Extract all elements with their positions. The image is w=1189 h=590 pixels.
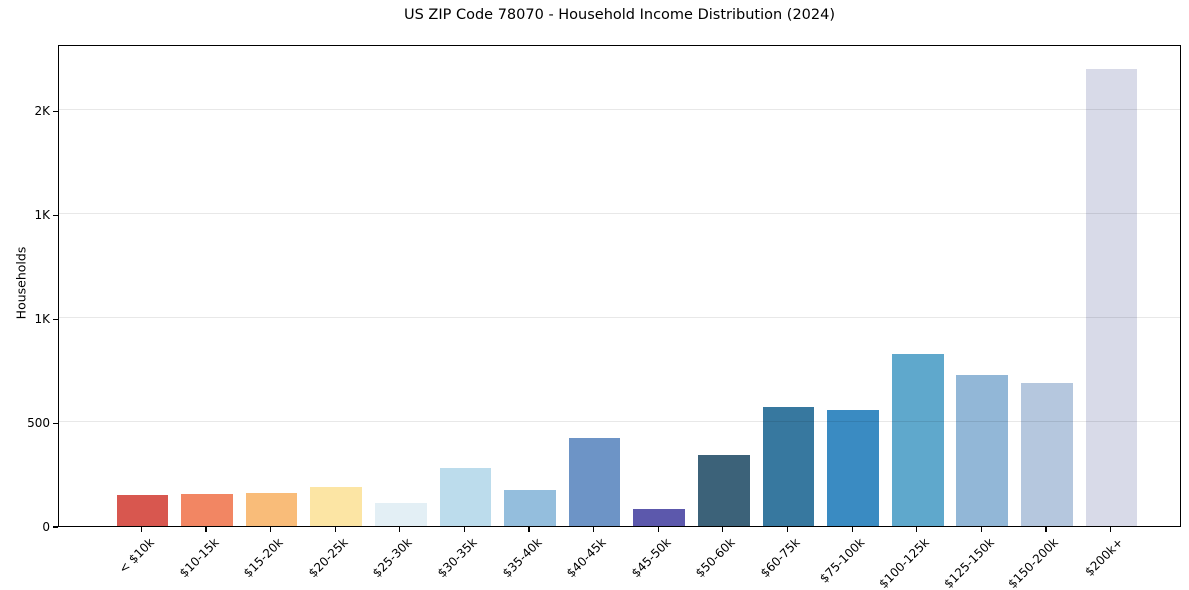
- x-tick-label: $200k+: [1082, 535, 1126, 579]
- y-tick-mark: [53, 318, 58, 320]
- bar-$20-25k: [310, 486, 363, 526]
- x-tick-label: $25-30k: [370, 535, 416, 581]
- chart-title: US ZIP Code 78070 - Household Income Dis…: [403, 7, 836, 23]
- x-tick-mark: [528, 527, 530, 532]
- x-tick-mark: [786, 527, 789, 532]
- bar-$35-40k: [504, 489, 556, 526]
- x-tick-mark: [1109, 527, 1112, 532]
- x-tick-label: $15-20k: [240, 535, 286, 581]
- x-tick-label: $40-45k: [563, 535, 609, 581]
- bar-$60-75k: [762, 406, 815, 526]
- x-tick-mark: [657, 527, 659, 532]
- x-tick-mark: [722, 527, 724, 532]
- x-tick-label: $20-25k: [305, 535, 351, 581]
- x-tick-mark: [334, 527, 336, 532]
- x-tick-mark: [593, 527, 595, 532]
- x-tick-label: $35-40k: [499, 535, 545, 581]
- bar-$30-35k: [439, 467, 492, 526]
- gridline: [59, 213, 1180, 215]
- bar-$45-50k: [633, 509, 686, 526]
- bar-$200k+: [1085, 68, 1138, 526]
- y-tick-mark: [53, 214, 58, 216]
- y-tick-mark: [53, 422, 58, 424]
- x-tick-mark: [205, 527, 207, 532]
- x-tick-mark: [980, 527, 982, 532]
- x-tick-mark: [463, 527, 465, 532]
- bar-< $10k: [116, 494, 169, 526]
- gridline: [59, 421, 1180, 423]
- y-axis-label: Households: [13, 246, 29, 320]
- y-tick-label: 1K: [34, 208, 50, 223]
- x-tick-mark: [269, 527, 272, 532]
- y-tick-label: 2K: [34, 104, 50, 119]
- y-tick-mark: [53, 110, 58, 113]
- bar-$40-45k: [568, 437, 621, 526]
- bar-$25-30k: [374, 503, 427, 526]
- x-tick-label: $150-200k: [1005, 535, 1062, 590]
- gridline: [59, 317, 1180, 319]
- y-tick-label: 0: [42, 520, 50, 534]
- x-tick-mark: [140, 527, 142, 532]
- x-tick-mark: [851, 527, 853, 532]
- x-tick-label: $50-60k: [693, 535, 739, 581]
- x-tick-label: $60-75k: [757, 535, 803, 581]
- y-tick-label: 1K: [34, 312, 50, 327]
- bar-$50-60k: [698, 455, 750, 526]
- y-tick-label: 500: [27, 416, 50, 431]
- bar-$100-125k: [891, 353, 944, 526]
- x-tick-mark: [1045, 527, 1047, 532]
- bar-$150-200k: [1021, 382, 1073, 526]
- x-tick-label: $10-15k: [176, 535, 222, 581]
- gridline: [59, 109, 1180, 111]
- x-tick-label: $125-150k: [940, 535, 997, 590]
- y-tick-mark: [53, 526, 58, 528]
- x-tick-mark: [399, 527, 401, 532]
- bar-$10-15k: [181, 493, 233, 526]
- bar-$75-100k: [827, 409, 879, 526]
- bar-$125-150k: [956, 375, 1009, 526]
- bar-$15-20k: [245, 492, 298, 526]
- x-tick-label: $45-50k: [628, 535, 674, 581]
- x-tick-mark: [916, 527, 918, 532]
- x-tick-label: < $10k: [115, 535, 157, 577]
- x-tick-label: $100-125k: [876, 535, 932, 590]
- x-tick-label: $30-35k: [434, 535, 480, 581]
- x-tick-label: $75-100k: [817, 535, 868, 586]
- plot-area: [58, 45, 1181, 527]
